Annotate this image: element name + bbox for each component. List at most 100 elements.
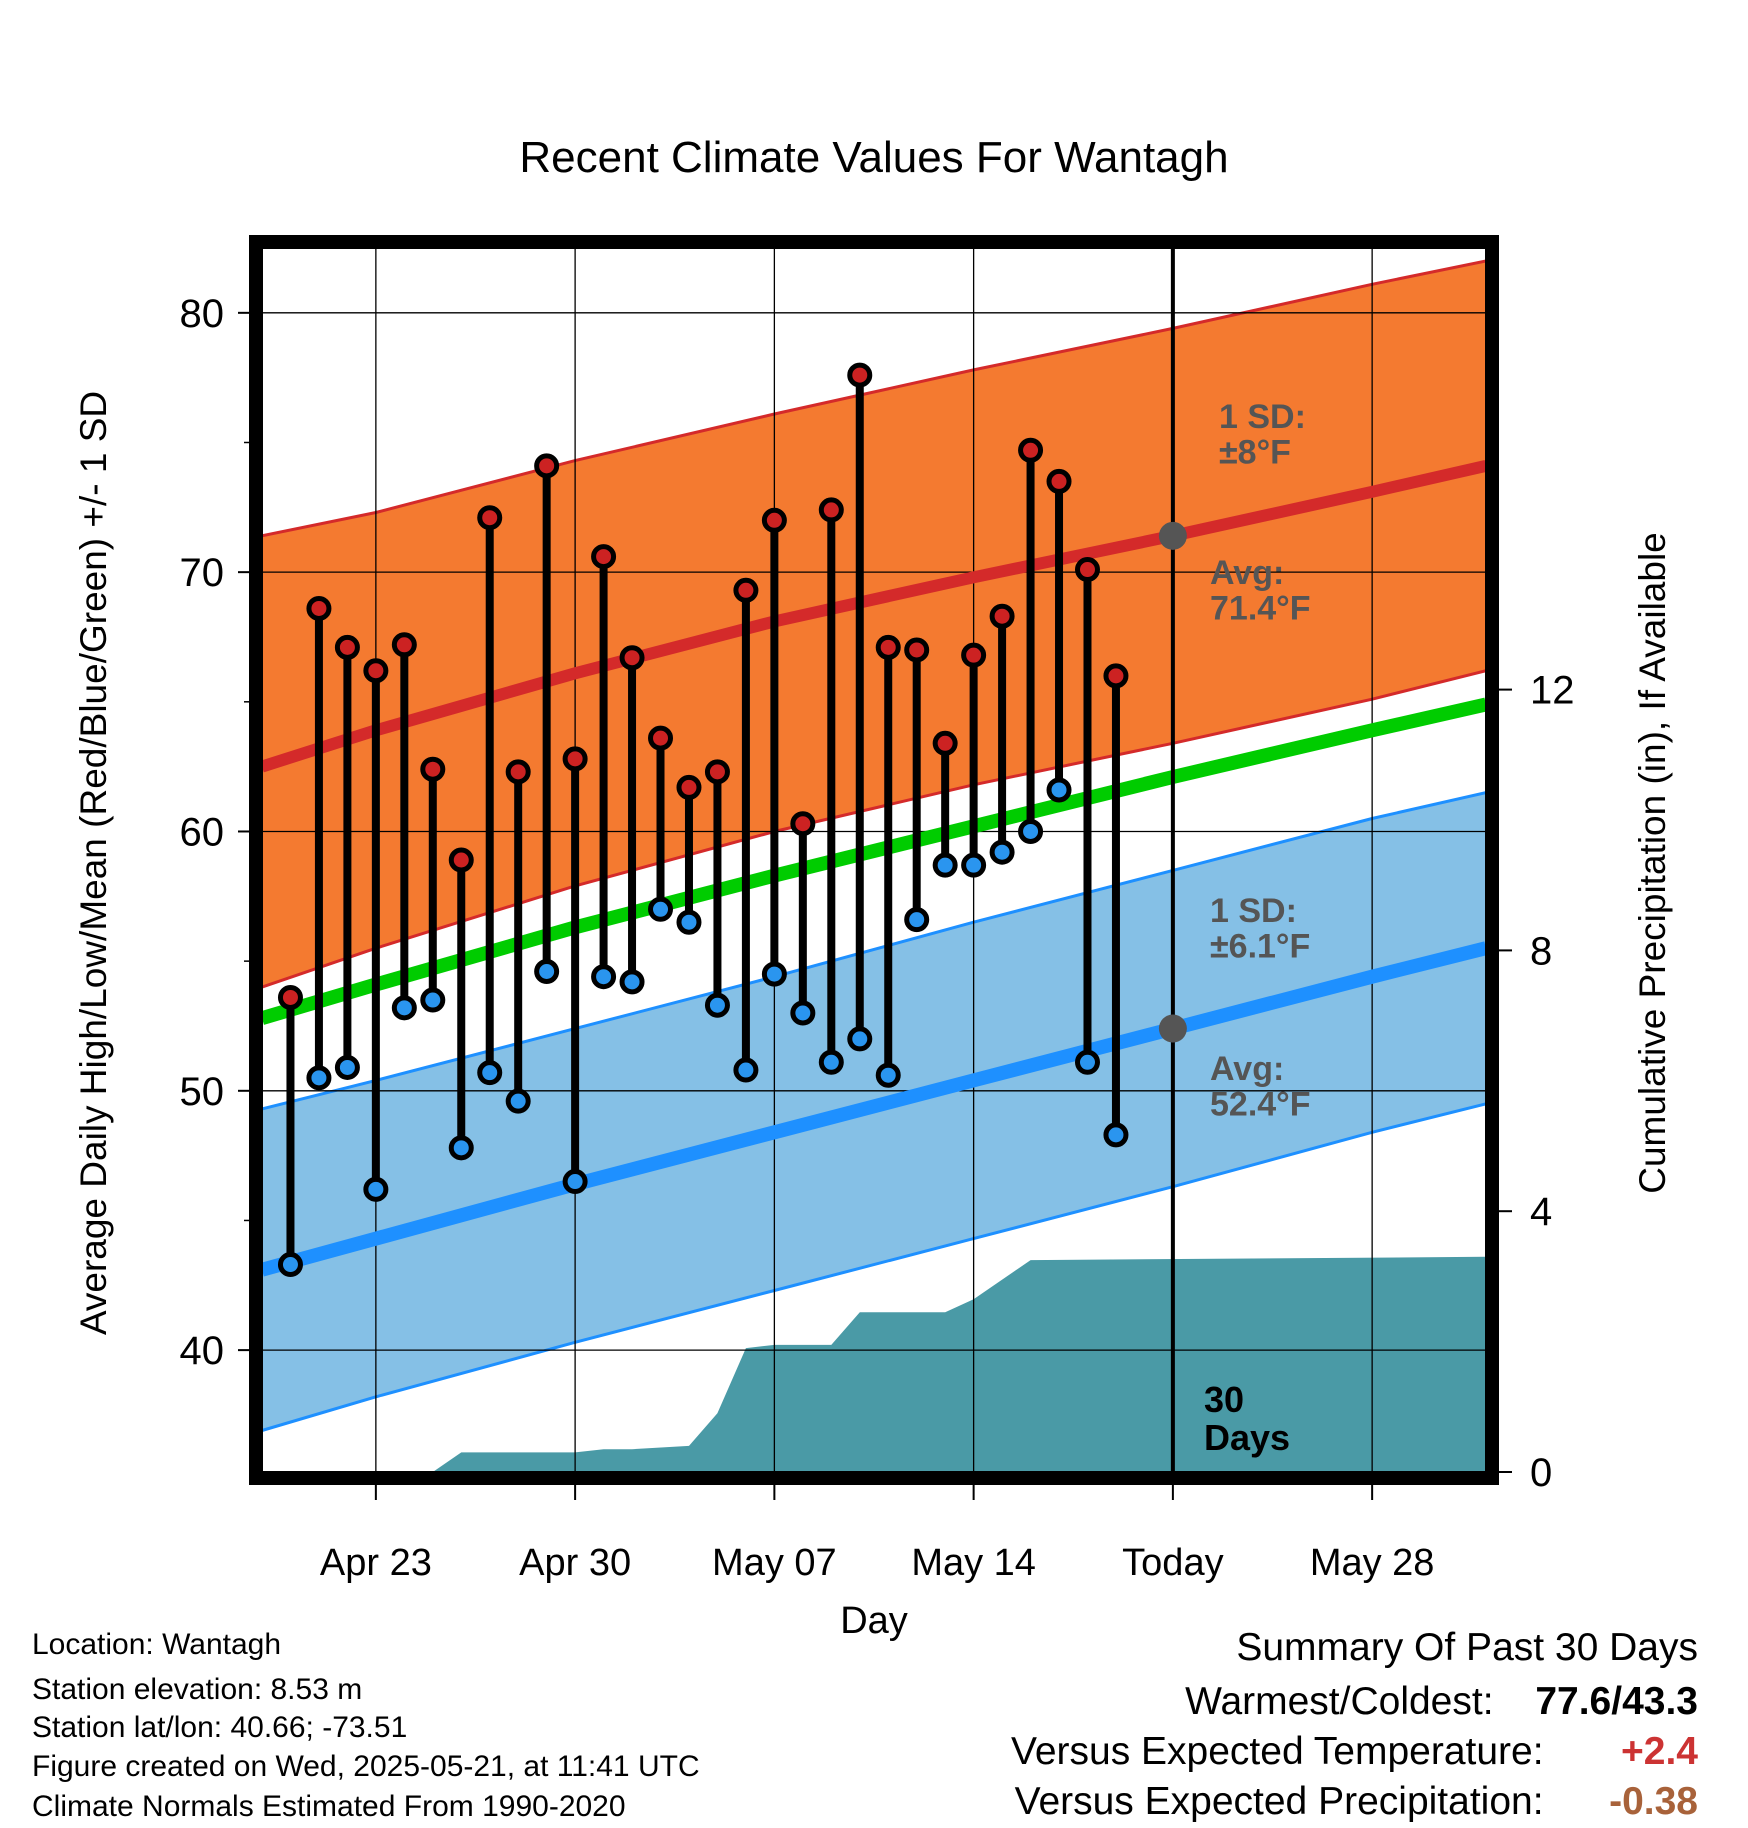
low-point xyxy=(875,1062,901,1088)
high-point xyxy=(1103,663,1129,689)
high-point xyxy=(334,634,360,660)
high-point xyxy=(932,730,958,756)
low-point xyxy=(1018,818,1044,844)
low-point xyxy=(790,1000,816,1026)
low-point xyxy=(961,852,987,878)
high-point xyxy=(306,595,332,621)
high-band-upper-edge xyxy=(262,259,1486,538)
footer-elevation: Station elevation: 8.53 m xyxy=(32,1673,363,1706)
high-point xyxy=(648,725,674,751)
high-point xyxy=(961,642,987,668)
x-tick-label: Apr 30 xyxy=(519,1542,631,1584)
mark-layer: 1 SD: ±8°F Avg: 71.4°F 1 SD: ±6.1°F Avg: 52.4°F… xyxy=(277,362,1311,1458)
low-point xyxy=(277,1252,303,1278)
low-point xyxy=(1046,777,1072,803)
high-point xyxy=(448,847,474,873)
x-tick-label: May 07 xyxy=(712,1542,837,1584)
low-avg-annotation: Avg: 52.4°F xyxy=(1210,1050,1311,1124)
low-mean-line xyxy=(262,941,1486,1277)
y-tick-label: 50 xyxy=(180,1070,225,1114)
low-point xyxy=(334,1054,360,1080)
high-mean-line xyxy=(262,459,1486,773)
summary-precip-row: Versus Expected Precipitation: -0.38 xyxy=(1015,1782,1698,1821)
warmest-label: Warmest/Coldest: xyxy=(1185,1680,1494,1723)
high-point xyxy=(391,632,417,658)
high-point xyxy=(790,811,816,837)
high-point xyxy=(704,759,730,785)
y2-axis-label: Cumulative Precipitation (in), If Availa… xyxy=(1632,532,1673,1194)
high-point xyxy=(875,634,901,660)
y-tick-label: 70 xyxy=(180,551,225,595)
low-point xyxy=(818,1049,844,1075)
chart-title: Recent Climate Values For Wantagh xyxy=(519,133,1228,182)
high-avg-annotation: Avg: 71.4°F xyxy=(1210,554,1311,628)
summary-title-text: Summary Of Past 30 Days xyxy=(1236,1626,1698,1669)
low-point xyxy=(505,1088,531,1114)
low-point xyxy=(648,896,674,922)
low-point xyxy=(562,1169,588,1195)
y-axis-label: Average Daily High/Low/Mean (Red/Blue/Gr… xyxy=(73,391,114,1335)
low-point xyxy=(989,839,1015,865)
high-point xyxy=(420,756,446,782)
high-point xyxy=(477,505,503,531)
low-sd-annotation: 1 SD: ±6.1°F xyxy=(1210,892,1310,966)
summary-temp-row: Versus Expected Temperature: +2.4 xyxy=(1011,1732,1698,1771)
summary-warmest-row: Warmest/Coldest: 77.6/43.3 xyxy=(1185,1682,1698,1721)
x-tick-label: Today xyxy=(1122,1542,1223,1584)
temp-value: +2.4 xyxy=(1621,1730,1698,1773)
high-point xyxy=(363,658,389,684)
high-point xyxy=(818,497,844,523)
low-point xyxy=(676,909,702,935)
axes: 40 50 60 70 80 0 4 8 12 Apr 23 Apr 30 May 07 May 14 T… xyxy=(180,235,1575,1584)
low-band-upper-edge xyxy=(262,791,1486,1111)
y2-tick-label: 4 xyxy=(1530,1190,1552,1234)
low-point xyxy=(363,1176,389,1202)
plot-frame xyxy=(249,235,1499,1485)
high-point xyxy=(591,544,617,570)
footer-location: Location: Wantagh xyxy=(32,1628,282,1661)
y2-tick-label: 0 xyxy=(1530,1451,1552,1495)
low-avg-marker xyxy=(1158,1014,1187,1043)
high-point xyxy=(534,453,560,479)
temp-label: Versus Expected Temperature: xyxy=(1010,1730,1544,1773)
high-point xyxy=(1074,557,1100,583)
low-point xyxy=(704,992,730,1018)
low-point xyxy=(448,1135,474,1161)
precip-value: -0.38 xyxy=(1609,1780,1698,1823)
high-band-lower-edge xyxy=(262,669,1486,989)
precip-area xyxy=(262,1256,1486,1472)
warmest-value: 77.6/43.3 xyxy=(1535,1680,1698,1723)
low-point xyxy=(391,995,417,1021)
low-point xyxy=(761,961,787,987)
high-point xyxy=(989,603,1015,629)
high-avg-marker xyxy=(1158,521,1187,550)
x-tick-label: May 28 xyxy=(1310,1542,1435,1584)
low-band-lower-edge xyxy=(262,1102,1486,1432)
summary-title: Summary Of Past 30 Days xyxy=(1236,1628,1698,1667)
low-point xyxy=(932,852,958,878)
low-point xyxy=(619,969,645,995)
x-tick-label: May 14 xyxy=(911,1542,1036,1584)
y2-tick-label: 8 xyxy=(1530,929,1552,973)
low-point xyxy=(733,1057,759,1083)
low-point xyxy=(477,1060,503,1086)
y2-tick-label: 12 xyxy=(1530,669,1575,713)
high-point xyxy=(277,984,303,1010)
low-point xyxy=(534,959,560,985)
high-point xyxy=(1046,468,1072,494)
footer-created: Figure created on Wed, 2025-05-21, at 11… xyxy=(32,1750,700,1783)
high-point xyxy=(505,759,531,785)
high-point xyxy=(562,746,588,772)
high-point xyxy=(761,507,787,533)
x-tick-label: Apr 23 xyxy=(320,1542,432,1584)
precip-label: Versus Expected Precipitation: xyxy=(1014,1780,1544,1823)
high-point xyxy=(847,362,873,388)
y-tick-label: 40 xyxy=(180,1329,225,1373)
x-axis-label: Day xyxy=(840,1600,908,1642)
low-point xyxy=(420,987,446,1013)
footer-normals: Climate Normals Estimated From 1990-2020 xyxy=(32,1790,626,1823)
high-sd-annotation: 1 SD: ±8°F xyxy=(1219,398,1306,472)
normal-mean-line xyxy=(262,697,1486,1025)
high-point xyxy=(619,645,645,671)
